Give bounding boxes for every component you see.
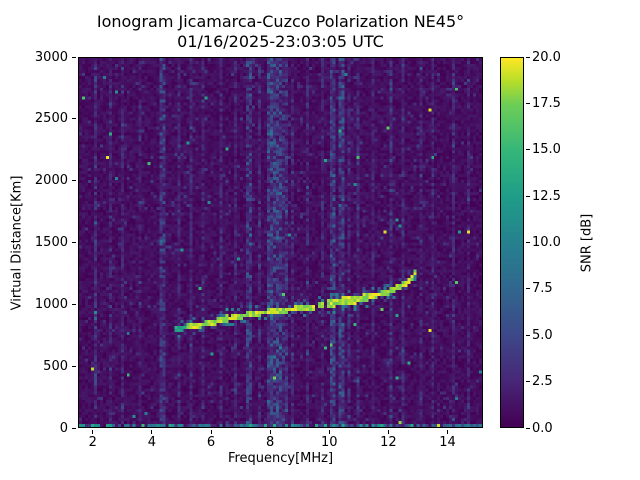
colorbar-tick-label: 0.0 (532, 420, 553, 436)
colorbar-tick-label: 7.5 (532, 281, 553, 297)
y-tick-label: 2000 (34, 173, 68, 189)
y-tick-label: 1500 (34, 235, 68, 250)
x-tick-mark (151, 430, 153, 434)
colorbar-tick-mark (526, 56, 530, 58)
y-tick-label: 500 (43, 358, 68, 374)
colorbar-tick-label: 5.0 (532, 327, 553, 343)
x-tick-label: 6 (206, 435, 216, 450)
colorbar-tick-mark (526, 334, 530, 336)
y-tick-label: 0 (59, 420, 68, 436)
colorbar-tick-mark (526, 102, 530, 104)
colorbar-label: SNR [dB] (579, 213, 595, 273)
x-tick-mark (387, 430, 389, 434)
y-tick-mark (72, 365, 76, 367)
x-tick-label: 4 (147, 435, 157, 450)
x-tick-label: 2 (88, 435, 97, 450)
x-tick-label: 10 (320, 435, 338, 450)
colorbar-tick-mark (526, 242, 530, 243)
colorbar-tick-label: 2.5 (532, 374, 553, 390)
y-tick-label: 1000 (34, 296, 68, 312)
x-tick-mark (92, 430, 94, 434)
y-axis-label: Virtual Distance[Km] (9, 175, 25, 311)
y-tick-mark (72, 180, 76, 182)
y-tick-mark (72, 118, 76, 120)
colorbar-tick-label: 12.5 (532, 188, 561, 204)
colorbar-tick-label: 10.0 (532, 235, 561, 250)
ionogram-heatmap (79, 58, 482, 427)
x-tick-mark (210, 430, 212, 434)
chart-title-line1: Ionogram Jicamarca-Cuzco Polarization NE… (96, 12, 465, 31)
x-axis-label: Frequency[MHz] (227, 451, 334, 466)
colorbar-tick-label: 20.0 (532, 49, 561, 65)
y-tick-mark (72, 56, 76, 58)
colorbar-tick-label: 17.5 (532, 95, 561, 111)
x-tick-label: 12 (380, 435, 397, 450)
colorbar (500, 57, 524, 428)
y-tick-label: 3000 (34, 49, 68, 65)
y-tick-mark (72, 242, 76, 243)
y-tick-label: 2500 (34, 111, 68, 127)
y-tick-mark (72, 303, 76, 305)
plot-area (78, 57, 483, 428)
colorbar-tick-label: 15.0 (532, 142, 561, 158)
colorbar-gradient (501, 58, 523, 427)
x-tick-mark (447, 430, 449, 434)
chart-title: Ionogram Jicamarca-Cuzco Polarization NE… (78, 12, 483, 52)
x-tick-mark (269, 430, 271, 434)
colorbar-tick-mark (526, 288, 530, 290)
y-tick-mark (72, 427, 76, 429)
colorbar-tick-mark (526, 149, 530, 151)
chart-title-line2: 01/16/2025-23:03:05 UTC (177, 32, 384, 51)
colorbar-tick-mark (526, 427, 530, 429)
x-tick-mark (328, 430, 330, 434)
colorbar-tick-mark (526, 195, 530, 197)
x-tick-label: 14 (439, 435, 456, 450)
colorbar-tick-mark (526, 381, 530, 383)
x-tick-label: 8 (266, 435, 275, 450)
